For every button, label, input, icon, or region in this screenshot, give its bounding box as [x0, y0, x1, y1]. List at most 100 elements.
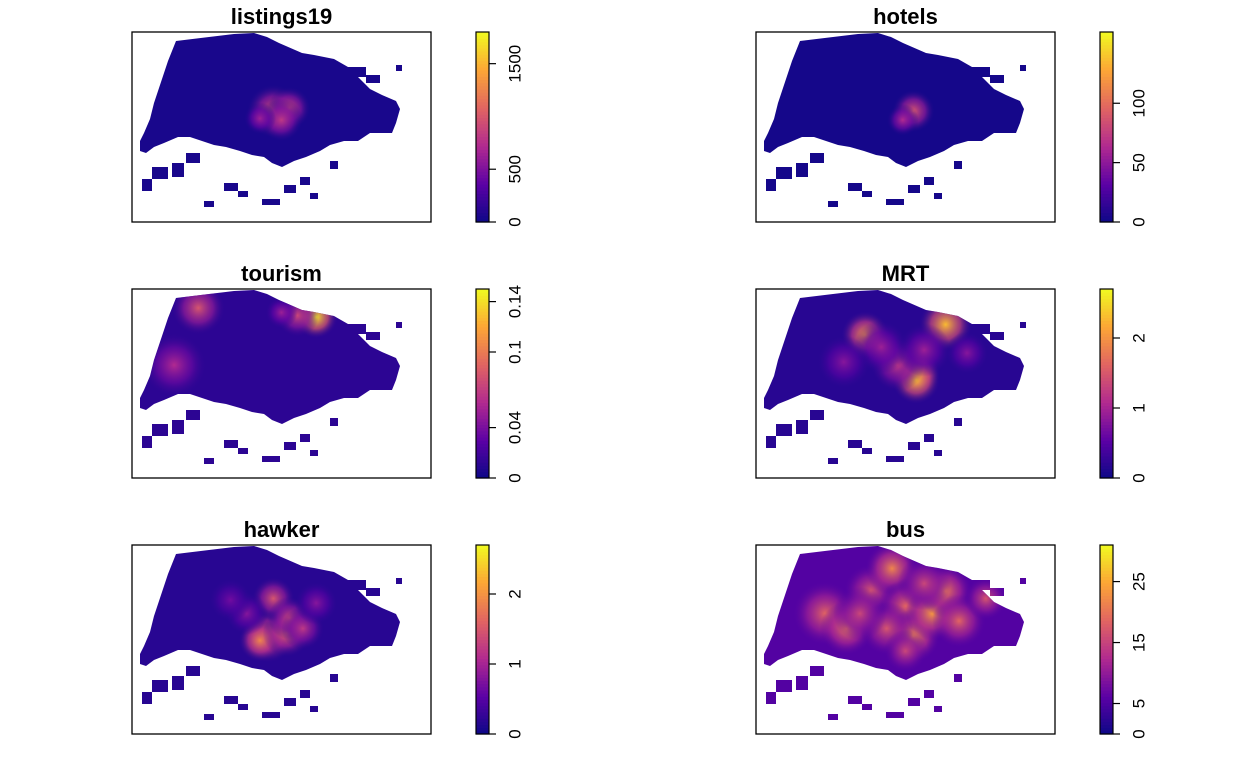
colorbar-step	[1100, 146, 1113, 150]
colorbar-step	[476, 320, 489, 325]
colorbar-step	[1100, 127, 1113, 131]
panel-bus: bus 0 5 15 25	[755, 517, 1149, 739]
colorbar-step	[1100, 551, 1113, 556]
colorbar-step	[476, 76, 489, 81]
colorbar-step	[1100, 136, 1113, 141]
colorbar-step	[476, 348, 489, 353]
colorbar-step	[476, 645, 489, 650]
colorbar-tick-label: 0	[1130, 473, 1149, 482]
colorbar-step	[1100, 63, 1113, 68]
colorbar-step	[1100, 218, 1113, 223]
colorbar-step	[1100, 355, 1113, 359]
colorbar-step	[1100, 120, 1113, 125]
colorbar-step	[1100, 168, 1113, 172]
colorbar-step	[476, 317, 489, 322]
colorbar-step	[476, 155, 489, 160]
colorbar-step	[1100, 155, 1113, 160]
colorbar-step	[476, 108, 489, 112]
colorbar-step	[1100, 364, 1113, 369]
colorbar-step	[1100, 693, 1113, 697]
colorbar-step	[1100, 386, 1113, 391]
colorbar-step	[476, 693, 489, 697]
plot-frame	[755, 31, 1056, 223]
colorbar-step	[476, 639, 489, 644]
colorbar-step	[1100, 699, 1113, 704]
plot-frame	[131, 31, 432, 223]
colorbar-step	[1100, 73, 1113, 77]
colorbar-step	[1100, 212, 1113, 217]
colorbar-step	[476, 468, 489, 473]
colorbar: 0 50 100	[1099, 31, 1149, 227]
colorbar-step	[476, 465, 489, 470]
colorbar-step	[476, 307, 489, 312]
colorbar-step	[1100, 689, 1113, 694]
colorbar-tick-label: 0.14	[506, 285, 525, 318]
density-hotspot	[897, 323, 951, 377]
panel-title: hawker	[244, 517, 320, 542]
colorbar-step	[1100, 604, 1113, 609]
colorbar: 0 1 2	[1099, 288, 1149, 483]
colorbar-step	[476, 180, 489, 185]
colorbar-step	[1100, 380, 1113, 385]
colorbar-frame	[475, 31, 490, 223]
colorbar-step	[1100, 677, 1113, 682]
colorbar-step	[1100, 402, 1113, 407]
colorbar-step	[476, 184, 489, 188]
colorbar-step	[476, 190, 489, 195]
colorbar-step	[476, 329, 489, 334]
colorbar-step	[476, 664, 489, 669]
colorbar-step	[476, 104, 489, 109]
colorbar-step	[476, 427, 489, 432]
colorbar-step	[476, 655, 489, 659]
colorbar-step	[1100, 203, 1113, 207]
colorbar-step	[1100, 196, 1113, 201]
colorbar-frame	[1099, 544, 1114, 735]
colorbar-step	[476, 301, 489, 306]
colorbar-tick-label: 1	[506, 659, 525, 668]
colorbar-step	[1100, 626, 1113, 631]
colorbar-step	[476, 171, 489, 176]
colorbar-step	[476, 658, 489, 663]
colorbar-step	[1100, 664, 1113, 669]
colorbar-step	[476, 570, 489, 574]
colorbar-step	[1100, 392, 1113, 397]
colorbar-tick-label: 0.1	[506, 340, 525, 364]
colorbar-step	[1100, 133, 1113, 138]
colorbar-step	[1100, 193, 1113, 198]
colorbar-step	[476, 727, 489, 732]
colorbar-step	[476, 142, 489, 147]
colorbar-step	[1100, 424, 1113, 429]
colorbar-step	[1100, 323, 1113, 328]
colorbar-step	[476, 123, 489, 128]
colorbar-step	[476, 174, 489, 179]
density-hotspot	[833, 586, 887, 641]
colorbar-step	[1100, 724, 1113, 729]
colorbar-step	[476, 440, 489, 444]
colorbar-step	[1100, 652, 1113, 656]
colorbar-step	[476, 60, 489, 65]
colorbar-step	[1100, 199, 1113, 204]
colorbar-step	[1100, 361, 1113, 366]
colorbar-step	[476, 339, 489, 344]
colorbar-step	[476, 443, 489, 448]
colorbar-step	[1100, 95, 1113, 100]
colorbar-step	[1100, 57, 1113, 62]
colorbar-step	[476, 92, 489, 96]
colorbar-step	[476, 567, 489, 571]
colorbar-step	[1100, 585, 1113, 590]
colorbar-step	[476, 437, 489, 441]
colorbar-step	[1100, 215, 1113, 220]
colorbar-step	[1100, 411, 1113, 416]
colorbar-step	[476, 592, 489, 596]
colorbar-tick-label: 100	[1130, 89, 1149, 117]
colorbar-step	[476, 623, 489, 628]
colorbar-step	[1100, 89, 1113, 93]
colorbar-step	[476, 38, 489, 43]
colorbar-step	[476, 149, 489, 153]
colorbar-step	[476, 557, 489, 562]
colorbar: 0 5 15 25	[1099, 544, 1149, 739]
plot-frame	[755, 544, 1056, 735]
colorbar-step	[1100, 352, 1113, 356]
colorbar-step	[1100, 345, 1113, 350]
